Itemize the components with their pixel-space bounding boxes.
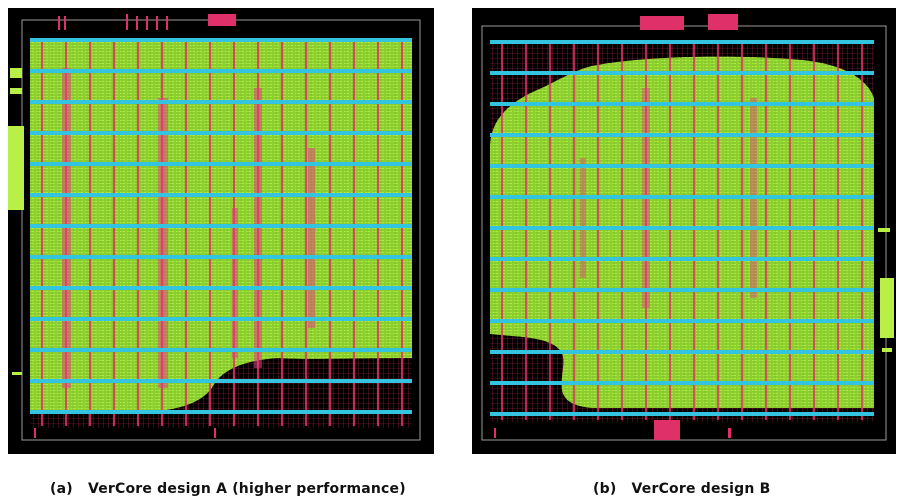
io-pins-right: [878, 228, 894, 352]
chip-layout-a: [8, 14, 421, 441]
power-rails: [30, 38, 412, 414]
layout-panel-a: [8, 8, 434, 454]
subfigure-label-a: (a): [50, 481, 73, 497]
io-pins-bottom: [34, 428, 216, 438]
chip-layout-b: [481, 14, 894, 441]
caption-b: (b) VerCore design B: [593, 481, 771, 497]
io-pins-top: [640, 14, 738, 30]
subfigure-label-b: (b): [593, 481, 617, 497]
io-pins-bottom: [494, 420, 731, 440]
caption-text-b: VerCore design B: [631, 481, 771, 497]
caption-text-a: VerCore design A (higher performance): [87, 481, 406, 497]
power-rails: [490, 40, 874, 416]
layout-panel-b: [472, 8, 896, 454]
io-pins-top: [58, 14, 236, 30]
caption-a: (a) VerCore design A (higher performance…: [50, 481, 406, 497]
io-pins-left: [8, 68, 24, 375]
